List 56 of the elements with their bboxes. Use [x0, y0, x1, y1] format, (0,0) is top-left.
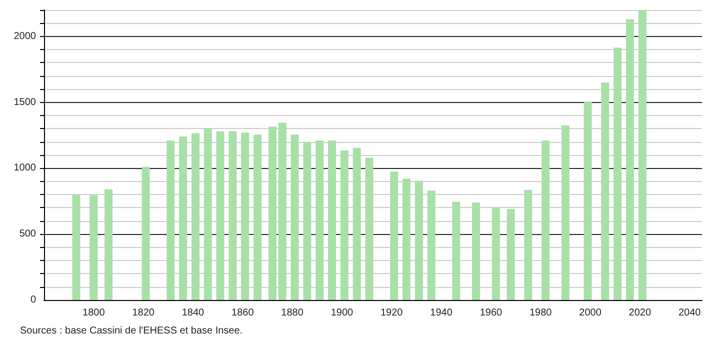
bar: [72, 194, 80, 300]
x-tick-label: 2040: [678, 308, 702, 318]
bar: [626, 19, 634, 300]
bar: [166, 140, 175, 300]
bar: [427, 190, 436, 300]
bar: [506, 209, 515, 300]
bar: [278, 122, 286, 300]
bar: [179, 136, 188, 300]
bar: [390, 171, 398, 300]
bar: [104, 189, 113, 300]
y-tick-label: 500: [19, 228, 36, 240]
bar: [316, 140, 324, 300]
bar: [638, 10, 646, 300]
source-note: Sources : base Cassini de l'EHESS et base Insee.: [20, 326, 243, 336]
x-tick-label: 1860: [232, 308, 254, 318]
x-tick-label: 1840: [182, 308, 205, 318]
x-tick-label: 2000: [579, 308, 602, 318]
bar: [241, 132, 250, 300]
bar: [524, 190, 532, 300]
y-tick-label: 1500: [14, 96, 36, 108]
bar: [601, 82, 610, 300]
bar: [452, 202, 460, 300]
x-tick-label: 1980: [529, 308, 552, 318]
bar: [492, 207, 500, 300]
y-tick-label: 1000: [14, 162, 36, 174]
bar: [561, 125, 570, 300]
bar: [216, 131, 224, 300]
bar: [191, 133, 200, 300]
bar: [204, 128, 212, 300]
bar: [142, 166, 150, 300]
x-tick-label: 1960: [480, 308, 503, 318]
bar: [228, 131, 237, 300]
bar: [90, 195, 98, 300]
bar: [414, 180, 423, 300]
bar: [472, 202, 480, 300]
bar: [365, 158, 374, 300]
x-tick-label: 1800: [82, 308, 106, 318]
bar: [303, 142, 312, 300]
x-tick-label: 1920: [380, 308, 404, 318]
x-tick-label: 1900: [330, 308, 354, 318]
bar: [352, 148, 361, 300]
x-tick-label: 2020: [628, 308, 652, 318]
bar: [402, 178, 411, 300]
x-tick-label: 1880: [281, 308, 304, 318]
bar: [268, 126, 276, 300]
bar: [290, 134, 299, 300]
bar: [328, 140, 336, 300]
y-tick-label: 0: [30, 294, 36, 306]
bar: [340, 150, 348, 300]
x-tick-label: 1940: [430, 308, 453, 318]
bar: [542, 140, 550, 300]
bar: [254, 134, 262, 300]
bar: [584, 102, 592, 300]
y-tick-label: 2000: [14, 30, 36, 42]
x-tick-label: 1820: [132, 308, 155, 318]
bar: [614, 48, 622, 300]
